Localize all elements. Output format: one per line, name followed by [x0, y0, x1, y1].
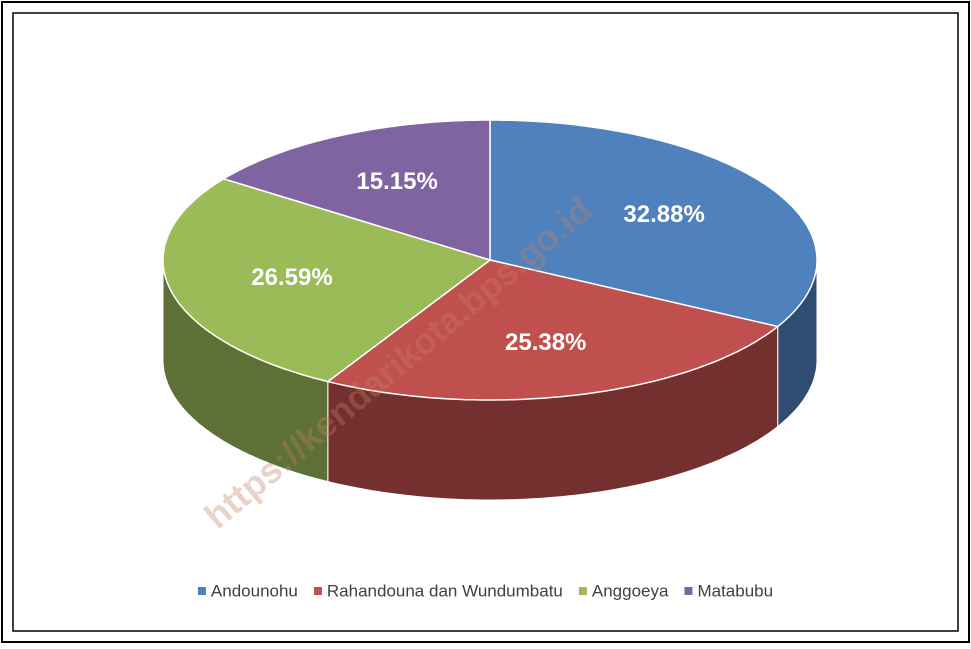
data-label: 25.38%	[505, 329, 586, 356]
data-label: 32.88%	[623, 201, 704, 228]
legend-swatch	[313, 587, 322, 595]
legend-label: Matabubu	[697, 581, 773, 600]
legend-label: Anggoeya	[592, 581, 669, 600]
legend-swatch	[578, 587, 587, 595]
legend-swatch	[197, 587, 206, 595]
slice	[326, 259, 780, 401]
inner-border	[12, 12, 959, 632]
legend-swatch	[684, 587, 693, 595]
data-label: 26.59%	[251, 264, 332, 291]
legend-label: Andounohu	[211, 581, 298, 600]
legend-label: Rahandouna dan Wundumbatu	[327, 581, 563, 600]
slice	[221, 119, 491, 262]
slice	[162, 177, 492, 383]
slice	[489, 119, 818, 328]
legend: Andounohu Rahandouna dan Wundumbatu Anggoe…	[197, 581, 773, 600]
pie: 32.88% 25.38% 26.59% 15.15%	[162, 119, 818, 501]
data-label: 15.15%	[356, 168, 437, 195]
